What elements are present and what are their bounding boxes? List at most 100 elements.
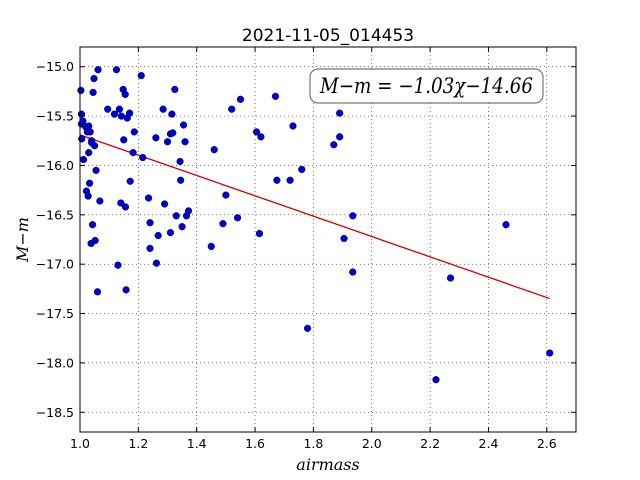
y-tick-label: −15.0 xyxy=(36,59,74,74)
data-point xyxy=(130,128,138,136)
data-point xyxy=(79,155,88,164)
data-point xyxy=(139,153,147,162)
data-point xyxy=(169,129,177,137)
data-point xyxy=(286,176,294,184)
data-point xyxy=(88,221,97,229)
data-point xyxy=(336,109,344,117)
x-axis-ticks: 1.0 1.2 1.4 1.6 1.8 2.0 2.2 2.4 2.6 xyxy=(70,47,557,451)
y-tick-label: −18.0 xyxy=(36,355,74,370)
data-point xyxy=(178,223,186,231)
data-point xyxy=(115,105,123,113)
y-tick-label: −18.5 xyxy=(36,405,74,420)
data-point xyxy=(161,200,169,208)
fit-equation: M−m = −1.03χ−14.66 xyxy=(319,74,533,98)
data-point xyxy=(93,288,102,296)
data-point xyxy=(184,207,193,215)
data-point xyxy=(252,128,261,136)
data-point xyxy=(432,376,440,384)
data-point xyxy=(96,197,104,205)
x-tick-label: 2.4 xyxy=(479,436,499,451)
data-point xyxy=(273,176,281,184)
y-tick-label: −15.5 xyxy=(36,109,74,124)
data-point xyxy=(181,138,189,146)
data-point xyxy=(163,138,172,146)
data-point xyxy=(257,133,265,141)
y-tick-label: −16.5 xyxy=(36,207,74,222)
data-point xyxy=(207,242,215,251)
x-tick-label: 1.0 xyxy=(70,436,90,451)
data-point xyxy=(176,157,184,166)
data-point xyxy=(144,194,153,202)
data-point xyxy=(154,231,162,240)
data-point xyxy=(210,146,218,154)
y-tick-label: −17.5 xyxy=(36,306,74,321)
x-tick-label: 1.6 xyxy=(245,436,265,451)
data-point xyxy=(219,220,227,228)
data-point xyxy=(86,128,94,136)
data-point xyxy=(137,72,145,80)
x-tick-label: 1.4 xyxy=(187,436,207,451)
data-point xyxy=(117,199,125,207)
data-points xyxy=(77,66,554,384)
data-point xyxy=(92,166,100,174)
x-tick-label: 2.0 xyxy=(362,436,382,451)
data-point xyxy=(85,122,93,130)
data-point xyxy=(168,110,176,118)
equation-box: M−m = −1.03χ−14.66 xyxy=(309,68,544,104)
data-point xyxy=(233,214,242,222)
data-point xyxy=(152,259,161,267)
data-point xyxy=(172,212,180,220)
data-point xyxy=(255,229,264,238)
data-point xyxy=(84,192,92,200)
data-point xyxy=(228,105,236,113)
data-point xyxy=(330,141,338,149)
data-point xyxy=(126,109,134,117)
x-axis-label: airmass xyxy=(296,455,359,474)
x-tick-label: 1.2 xyxy=(128,436,148,451)
data-point xyxy=(94,66,102,74)
data-point xyxy=(122,286,130,294)
data-point xyxy=(271,92,280,100)
data-point xyxy=(340,234,348,243)
data-point xyxy=(121,203,130,211)
data-point xyxy=(126,177,134,185)
x-tick-label: 2.6 xyxy=(537,436,557,451)
data-point xyxy=(179,121,188,129)
fit-line-group xyxy=(79,134,550,300)
data-point xyxy=(129,149,137,157)
y-axis-label: M−m xyxy=(13,217,32,263)
data-point xyxy=(86,179,94,187)
plot-frame xyxy=(79,46,577,433)
data-point xyxy=(91,236,99,245)
grid xyxy=(79,47,576,432)
data-point xyxy=(349,268,357,276)
data-point xyxy=(90,74,98,83)
data-point xyxy=(546,349,554,357)
data-point xyxy=(85,149,93,157)
data-point xyxy=(114,261,122,269)
data-point xyxy=(171,85,179,94)
y-axis-ticks: −15.0 −15.5 −16.0 −16.5 −17.0 −17.5 −18.0 −18.5 xyxy=(36,59,576,420)
data-point xyxy=(78,135,86,143)
data-point xyxy=(104,105,112,113)
data-point xyxy=(90,142,99,150)
data-point xyxy=(89,88,97,97)
data-point xyxy=(289,122,297,130)
equation-box-frame xyxy=(309,68,544,104)
data-point xyxy=(502,221,510,229)
data-point xyxy=(177,176,185,184)
data-point xyxy=(121,90,129,98)
chart-title: 2021-11-05_014453 xyxy=(242,26,414,46)
data-point xyxy=(446,274,455,282)
data-point xyxy=(222,191,230,199)
x-tick-label: 1.8 xyxy=(303,436,323,451)
data-point xyxy=(236,95,245,103)
y-tick-label: −17.0 xyxy=(36,257,74,272)
data-point xyxy=(349,212,357,220)
y-tick-label: −16.0 xyxy=(36,158,74,173)
data-point xyxy=(112,66,121,74)
data-point xyxy=(146,244,154,252)
data-point xyxy=(120,136,128,144)
data-point xyxy=(77,86,85,95)
